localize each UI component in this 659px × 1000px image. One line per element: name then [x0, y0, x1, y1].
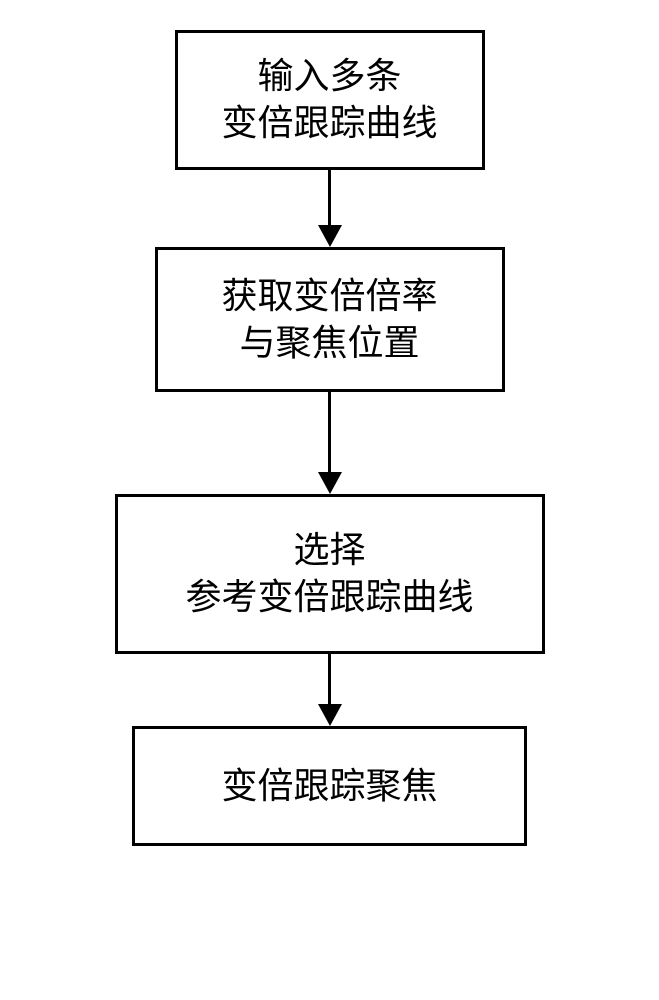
node-text-line-1: 输入多条 — [257, 53, 401, 100]
arrow-head-icon — [318, 472, 342, 494]
node-text-line-1: 获取变倍倍率 — [221, 273, 437, 320]
flowchart-node-2: 获取变倍倍率 与聚焦位置 — [155, 247, 505, 392]
node-text-line-2: 参考变倍跟踪曲线 — [185, 574, 473, 621]
flowchart-arrow-2 — [318, 392, 342, 494]
flowchart-node-1: 输入多条 变倍跟踪曲线 — [175, 30, 485, 170]
flowchart-container: 输入多条 变倍跟踪曲线 获取变倍倍率 与聚焦位置 选择 参考变倍跟踪曲线 变倍跟… — [115, 30, 545, 846]
arrow-head-icon — [318, 225, 342, 247]
node-text-line-2: 与聚焦位置 — [239, 320, 419, 367]
node-text-line-1: 选择 — [293, 527, 365, 574]
arrow-head-icon — [318, 704, 342, 726]
node-text-line-1: 变倍跟踪聚焦 — [221, 763, 437, 810]
flowchart-node-4: 变倍跟踪聚焦 — [132, 726, 527, 846]
arrow-line — [328, 170, 331, 225]
flowchart-arrow-3 — [318, 654, 342, 726]
arrow-line — [328, 392, 331, 472]
flowchart-node-3: 选择 参考变倍跟踪曲线 — [115, 494, 545, 654]
node-text-line-2: 变倍跟踪曲线 — [221, 100, 437, 147]
flowchart-arrow-1 — [318, 170, 342, 247]
arrow-line — [328, 654, 331, 704]
